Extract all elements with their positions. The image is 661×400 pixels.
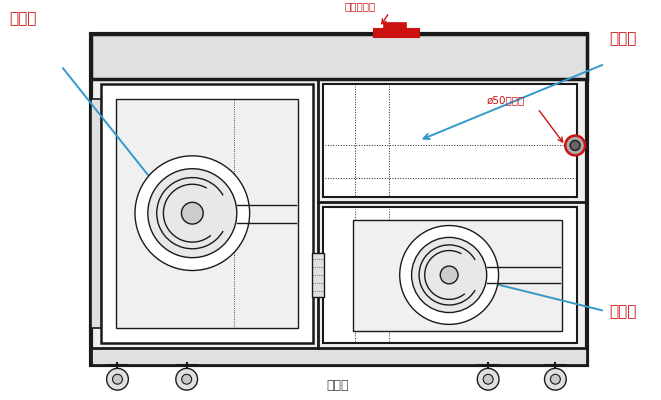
Circle shape — [182, 374, 192, 384]
Bar — [385, 23, 406, 29]
Circle shape — [112, 374, 122, 384]
Bar — [91, 98, 100, 328]
Circle shape — [106, 368, 128, 390]
Bar — [91, 34, 587, 79]
Text: 常温排气孔: 常温排气孔 — [345, 2, 376, 12]
Circle shape — [477, 368, 499, 390]
Text: 主视图: 主视图 — [327, 379, 349, 392]
Circle shape — [176, 368, 198, 390]
Bar — [375, 29, 419, 37]
Circle shape — [570, 140, 580, 150]
Circle shape — [400, 226, 498, 324]
Text: 预冷箱: 预冷箱 — [9, 11, 36, 26]
Text: 预热箱: 预热箱 — [609, 304, 636, 319]
Bar — [100, 84, 313, 343]
Text: 测试箱: 测试箱 — [609, 31, 636, 46]
Circle shape — [181, 202, 203, 224]
Bar — [323, 84, 577, 197]
Circle shape — [412, 237, 486, 312]
Circle shape — [483, 374, 493, 384]
Circle shape — [440, 266, 458, 284]
Bar — [91, 348, 587, 366]
Circle shape — [545, 368, 566, 390]
Bar — [91, 34, 587, 366]
Circle shape — [135, 156, 250, 270]
Bar — [312, 253, 324, 297]
Bar — [116, 98, 298, 328]
Circle shape — [148, 169, 237, 258]
Text: ø50测试孔: ø50测试孔 — [486, 96, 524, 106]
Circle shape — [565, 136, 585, 155]
Circle shape — [551, 374, 561, 384]
Bar — [353, 220, 563, 331]
Bar — [323, 207, 577, 343]
